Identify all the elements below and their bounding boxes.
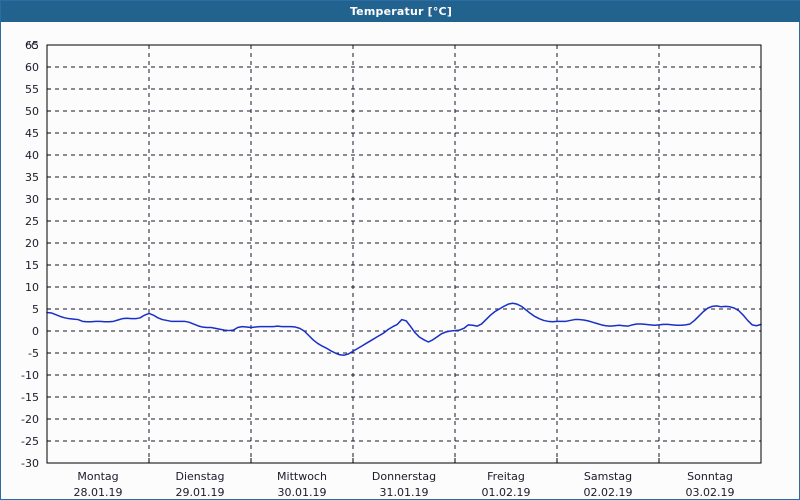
- x-axis-labels: Montag 28.01.19 Dienstag 29.01.19 Mittwoch 30…: [74, 470, 735, 499]
- y-axis-tick-label: 10: [25, 281, 39, 294]
- x-axis-day-label: Samstag: [584, 470, 632, 483]
- x-axis-date-label: 31.01.19: [380, 486, 429, 499]
- y-axis-tick-label: -5: [28, 347, 39, 360]
- x-axis-day-label: Donnerstag: [372, 470, 436, 483]
- x-axis-date-label: 29.01.19: [176, 486, 225, 499]
- y-axis-unit-label: °C: [26, 41, 38, 52]
- y-axis-tick-label: 15: [25, 259, 39, 272]
- y-axis-tick-label: 60: [25, 61, 39, 74]
- x-axis-day-label: Sonntag: [687, 470, 733, 483]
- window-title-bar: Temperatur [°C]: [1, 1, 800, 22]
- y-axis-tick-label: -20: [21, 413, 39, 426]
- y-axis-tick-label: 65: [25, 39, 39, 52]
- plot-border: [46, 44, 762, 464]
- y-axis-tick-label: 30: [25, 193, 39, 206]
- y-axis-tick-label: 25: [25, 215, 39, 228]
- window-title: Temperatur [°C]: [349, 5, 453, 18]
- x-axis-date-label: 02.02.19: [584, 486, 633, 499]
- x-axis-date-label: 30.01.19: [278, 486, 327, 499]
- y-axis-tick-label: 45: [25, 127, 39, 140]
- y-axis-tick-label: 35: [25, 171, 39, 184]
- temperature-line: [46, 302, 762, 356]
- temperature-series-line: [46, 302, 762, 356]
- temperature-line-chart: 65605550454035302520151050-5-10-15-20-25…: [21, 39, 762, 499]
- y-axis-tick-label: 0: [32, 325, 39, 338]
- y-axis-tick-label: 20: [25, 237, 39, 250]
- plot-frame: [46, 44, 762, 464]
- y-axis-tick-label: -30: [21, 457, 39, 470]
- y-axis-tick-label: 50: [25, 105, 39, 118]
- y-axis-tick-label: -25: [21, 435, 39, 448]
- chart-plot-panel: 65 60 55 50 45 40 35 30 25 20 15 10 5 0 -5 -10 -15 -20 -25…: [1, 22, 799, 499]
- grid-lines: [47, 44, 761, 464]
- x-axis-date-label: 03.02.19: [686, 486, 735, 499]
- x-axis-date-label: 28.01.19: [74, 486, 123, 499]
- y-axis-tick-label: 5: [32, 303, 39, 316]
- x-axis-day-separators: [148, 45, 660, 463]
- x-axis-day-label: Mittwoch: [277, 470, 327, 483]
- y-axis-tick-labels: 65605550454035302520151050-5-10-15-20-25…: [21, 39, 39, 470]
- y-axis-tick-label: 40: [25, 149, 39, 162]
- x-axis-day-label: Dienstag: [175, 470, 224, 483]
- x-axis-day-label: Montag: [77, 470, 118, 483]
- y-axis-tick-label: 55: [25, 83, 39, 96]
- y-axis-tick-label: -10: [21, 369, 39, 382]
- x-axis-day-label: Freitag: [487, 470, 525, 483]
- y-axis-tick-label: -15: [21, 391, 39, 404]
- x-axis-date-label: 01.02.19: [482, 486, 531, 499]
